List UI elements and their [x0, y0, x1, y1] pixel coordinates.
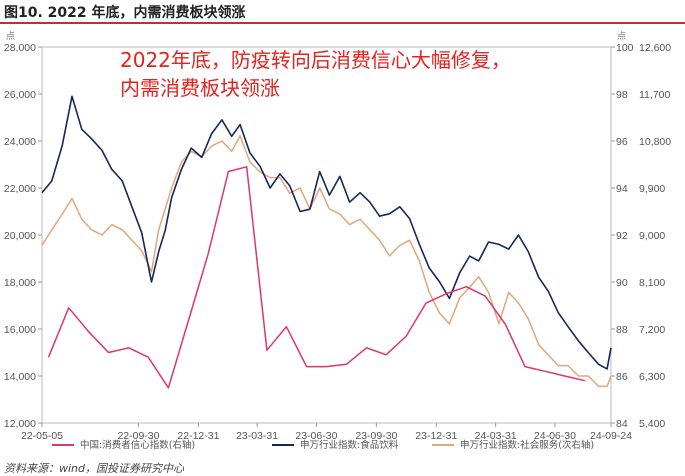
- inner-right-tick-label: 88: [616, 324, 628, 336]
- outer-right-tick-label: 12,600: [639, 42, 671, 54]
- left-tick-label: 22,000: [4, 183, 36, 195]
- inner-right-tick-label: 92: [616, 230, 628, 242]
- left-axis-unit: 点: [6, 31, 15, 42]
- x-tick-label: 23-06-30: [295, 430, 337, 442]
- outer-right-tick-label: 7,200: [639, 324, 665, 336]
- axes: 12,000 14,000 16,000 18,000 20,000 22,000 24,0…: [4, 31, 671, 442]
- legend: 中国:消费者信心指数(右轴) 申万行业指数:食品饮料 申万行业指数:社会服务(次右轴…: [52, 439, 594, 451]
- legend-label: 申万行业指数:食品饮料: [300, 439, 399, 451]
- inner-right-tick-label: 90: [616, 277, 628, 289]
- x-tick-label: 24-09-24: [590, 430, 632, 442]
- left-tick-label: 14,000: [4, 371, 36, 383]
- outer-right-tick-label: 9,000: [639, 230, 665, 242]
- x-tick-label: 24-06-30: [534, 430, 576, 442]
- legend-label: 中国:消费者信心指数(右轴): [80, 439, 195, 451]
- series-food-beverage-line: [41, 95, 612, 370]
- inner-right-tick-label: 86: [616, 371, 628, 383]
- outer-right-tick-label: 6,300: [639, 371, 665, 383]
- outer-right-tick-label: 9,900: [639, 183, 665, 195]
- inner-right-tick-label: 98: [616, 89, 628, 101]
- outer-right-tick-label: 5,400: [639, 418, 665, 430]
- figure-title: 图10. 2022 年底，内需消费板块领涨: [4, 5, 246, 21]
- left-tick-label: 16,000: [4, 324, 36, 336]
- right-axis-unit: 点: [617, 31, 626, 42]
- left-tick-label: 20,000: [4, 230, 36, 242]
- left-tick-label: 12,000: [4, 418, 36, 430]
- series-social-services-line: [41, 135, 612, 388]
- source-note: 资料来源：wind，国投证券研究中心: [4, 462, 185, 475]
- title-rule: [0, 22, 685, 24]
- x-tick-label: 22-09-30: [117, 430, 159, 442]
- left-tick-label: 24,000: [4, 136, 36, 148]
- legend-label: 申万行业指数:社会服务(次右轴): [460, 439, 594, 451]
- x-tick-label: 23-12-31: [415, 430, 457, 442]
- outer-right-tick-label: 11,700: [639, 89, 670, 101]
- x-tick-label: 22-12-31: [177, 430, 219, 442]
- inner-right-tick-label: 84: [616, 418, 628, 430]
- inner-right-tick-label: 94: [616, 183, 628, 195]
- x-tick-label: 23-03-31: [236, 430, 278, 442]
- x-tick-label: 23-09-30: [355, 430, 397, 442]
- x-tick-label: 24-03-31: [475, 430, 517, 442]
- inner-right-tick-label: 96: [616, 136, 628, 148]
- inner-right-tick-label: 100: [616, 42, 634, 54]
- series-consumer-confidence-line: [47, 166, 586, 389]
- chart-annotation-line-1: 2022年底，防疫转向后消费信心大幅修复，: [120, 48, 511, 72]
- outer-right-tick-label: 10,800: [639, 136, 671, 148]
- chart-annotation-line-2: 内需消费板块领涨: [120, 76, 280, 100]
- left-tick-label: 28,000: [4, 42, 36, 54]
- left-tick-label: 18,000: [4, 277, 36, 289]
- outer-right-tick-label: 8,100: [639, 277, 665, 289]
- x-tick-label: 22-05-05: [21, 430, 63, 442]
- left-tick-label: 26,000: [4, 89, 36, 101]
- series-lines: [41, 95, 612, 389]
